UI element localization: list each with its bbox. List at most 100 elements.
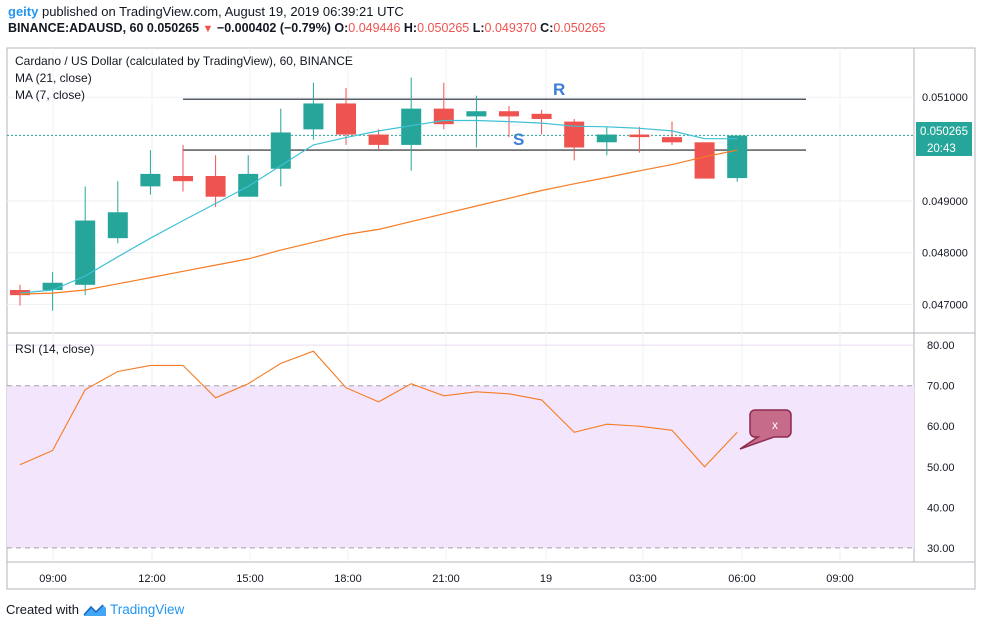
open-label: O: bbox=[334, 21, 349, 35]
candle bbox=[173, 144, 193, 192]
resistance-label: R bbox=[553, 80, 565, 99]
countdown-badge-text: 20:43 bbox=[927, 143, 956, 155]
rsi-tick-label: 60.00 bbox=[927, 421, 955, 433]
bubble-shape bbox=[739, 409, 792, 450]
candle-body bbox=[107, 212, 128, 239]
created-with-text: Created with bbox=[6, 602, 79, 617]
time-tick-label: 09:00 bbox=[39, 573, 67, 585]
publisher-name[interactable]: geity bbox=[8, 4, 39, 19]
low-value: 0.049370 bbox=[484, 21, 537, 35]
candle bbox=[662, 121, 682, 145]
candle-body bbox=[466, 111, 487, 117]
candle-body bbox=[238, 173, 259, 197]
candle bbox=[466, 95, 487, 148]
ma-21-legend[interactable]: MA (21, close) bbox=[15, 71, 92, 85]
price-tick-label: 0.048000 bbox=[922, 248, 968, 260]
candle-body bbox=[270, 132, 291, 169]
candle-body bbox=[173, 175, 193, 182]
candle bbox=[270, 108, 291, 187]
candle bbox=[10, 284, 30, 306]
open-value: 0.049446 bbox=[348, 21, 401, 35]
countdown-badge bbox=[916, 139, 972, 156]
ma-7-line[interactable] bbox=[19, 149, 738, 295]
candle bbox=[629, 126, 650, 153]
candle-body bbox=[75, 220, 96, 285]
tradingview-logo-icon bbox=[83, 603, 106, 616]
candle-body bbox=[531, 113, 552, 119]
support-label: S bbox=[513, 130, 524, 149]
low-label: L: bbox=[472, 21, 485, 35]
candle-body bbox=[499, 111, 519, 117]
published-text: published on TradingView.com, August 19,… bbox=[41, 4, 404, 19]
candle-body bbox=[564, 121, 585, 148]
tradingview-brand[interactable]: TradingView bbox=[109, 602, 185, 617]
chart-header: geity published on TradingView.com, Augu… bbox=[8, 3, 606, 38]
chart-canvas[interactable]: R S Cardano / US Dollar (calculated by T… bbox=[0, 44, 987, 600]
candle bbox=[531, 109, 552, 135]
high-value: 0.050265 bbox=[417, 21, 470, 35]
candle bbox=[433, 82, 454, 130]
last-price-badge-text: 0.050265 bbox=[920, 126, 968, 138]
time-tick-label: 21:00 bbox=[432, 573, 460, 585]
price-tick-label: 0.047000 bbox=[922, 300, 968, 312]
candle-body bbox=[401, 108, 422, 145]
candle bbox=[727, 135, 748, 182]
candle bbox=[694, 142, 715, 179]
footer: Created with TradingView bbox=[6, 602, 184, 617]
candle bbox=[42, 271, 63, 311]
close-label: C: bbox=[540, 21, 554, 35]
chart-title: Cardano / US Dollar (calculated by Tradi… bbox=[15, 54, 353, 68]
rsi-tick-label: 70.00 bbox=[927, 381, 955, 393]
candle-body bbox=[42, 282, 63, 290]
time-tick-label: 18:00 bbox=[334, 573, 362, 585]
candle-body bbox=[140, 173, 161, 187]
time-tick-label: 09:00 bbox=[826, 573, 854, 585]
candle bbox=[401, 77, 422, 171]
candle bbox=[596, 126, 617, 156]
rsi-tick-label: 40.00 bbox=[927, 502, 955, 514]
candle-body bbox=[303, 103, 324, 130]
bubble-text: x bbox=[772, 418, 778, 432]
candle bbox=[368, 129, 389, 151]
candle-body bbox=[629, 134, 650, 138]
publish-line: geity published on TradingView.com, Augu… bbox=[8, 3, 606, 20]
candle bbox=[336, 87, 356, 145]
candle-body bbox=[727, 135, 748, 179]
price-axis-labels: 0.047000 0.048000 0.049000 0.051000 bbox=[922, 92, 968, 311]
candle-body bbox=[662, 137, 682, 143]
rsi-axis-labels: 30.00 40.00 50.00 60.00 70.00 80.00 bbox=[927, 340, 955, 555]
ma-7-legend[interactable]: MA (7, close) bbox=[15, 88, 85, 102]
ma-21-line[interactable] bbox=[19, 119, 738, 294]
price-tick-label: 0.049000 bbox=[922, 196, 968, 208]
symbol-label: BINANCE:ADAUSD, 60 bbox=[8, 21, 144, 35]
candle bbox=[303, 82, 324, 140]
rsi-tick-label: 30.00 bbox=[927, 543, 955, 555]
rsi-tick-label: 80.00 bbox=[927, 340, 955, 352]
rsi-line[interactable] bbox=[19, 350, 738, 468]
high-label: H: bbox=[403, 21, 418, 35]
close-value: 0.050265 bbox=[553, 21, 606, 35]
last-price-badge bbox=[916, 122, 972, 139]
chart-frame bbox=[6, 47, 976, 590]
time-tick-label: 19 bbox=[540, 573, 552, 585]
time-tick-label: 15:00 bbox=[236, 573, 264, 585]
bubble-annotation[interactable]: x bbox=[739, 409, 792, 450]
candle-body bbox=[368, 134, 389, 145]
time-tick-label: 12:00 bbox=[138, 573, 166, 585]
down-arrow-icon: ▼ bbox=[202, 23, 214, 35]
rsi-tick-label: 50.00 bbox=[927, 462, 955, 474]
time-axis-labels: 09:00 12:00 15:00 18:00 21:00 19 03:00 06:00 09:… bbox=[39, 573, 854, 585]
time-tick-label: 06:00 bbox=[728, 573, 756, 585]
rsi-legend[interactable]: RSI (14, close) bbox=[15, 342, 94, 356]
candle bbox=[140, 150, 161, 195]
candle bbox=[107, 181, 128, 244]
candle-body bbox=[205, 175, 226, 197]
price-tick-label: 0.051000 bbox=[922, 92, 968, 104]
candle-body bbox=[694, 142, 715, 179]
time-tick-label: 03:00 bbox=[629, 573, 657, 585]
candle-body bbox=[596, 134, 617, 143]
candle bbox=[205, 155, 226, 208]
price-change: −0.000402 (−0.79%) bbox=[216, 21, 331, 35]
candle bbox=[75, 186, 96, 296]
candle bbox=[238, 155, 259, 197]
